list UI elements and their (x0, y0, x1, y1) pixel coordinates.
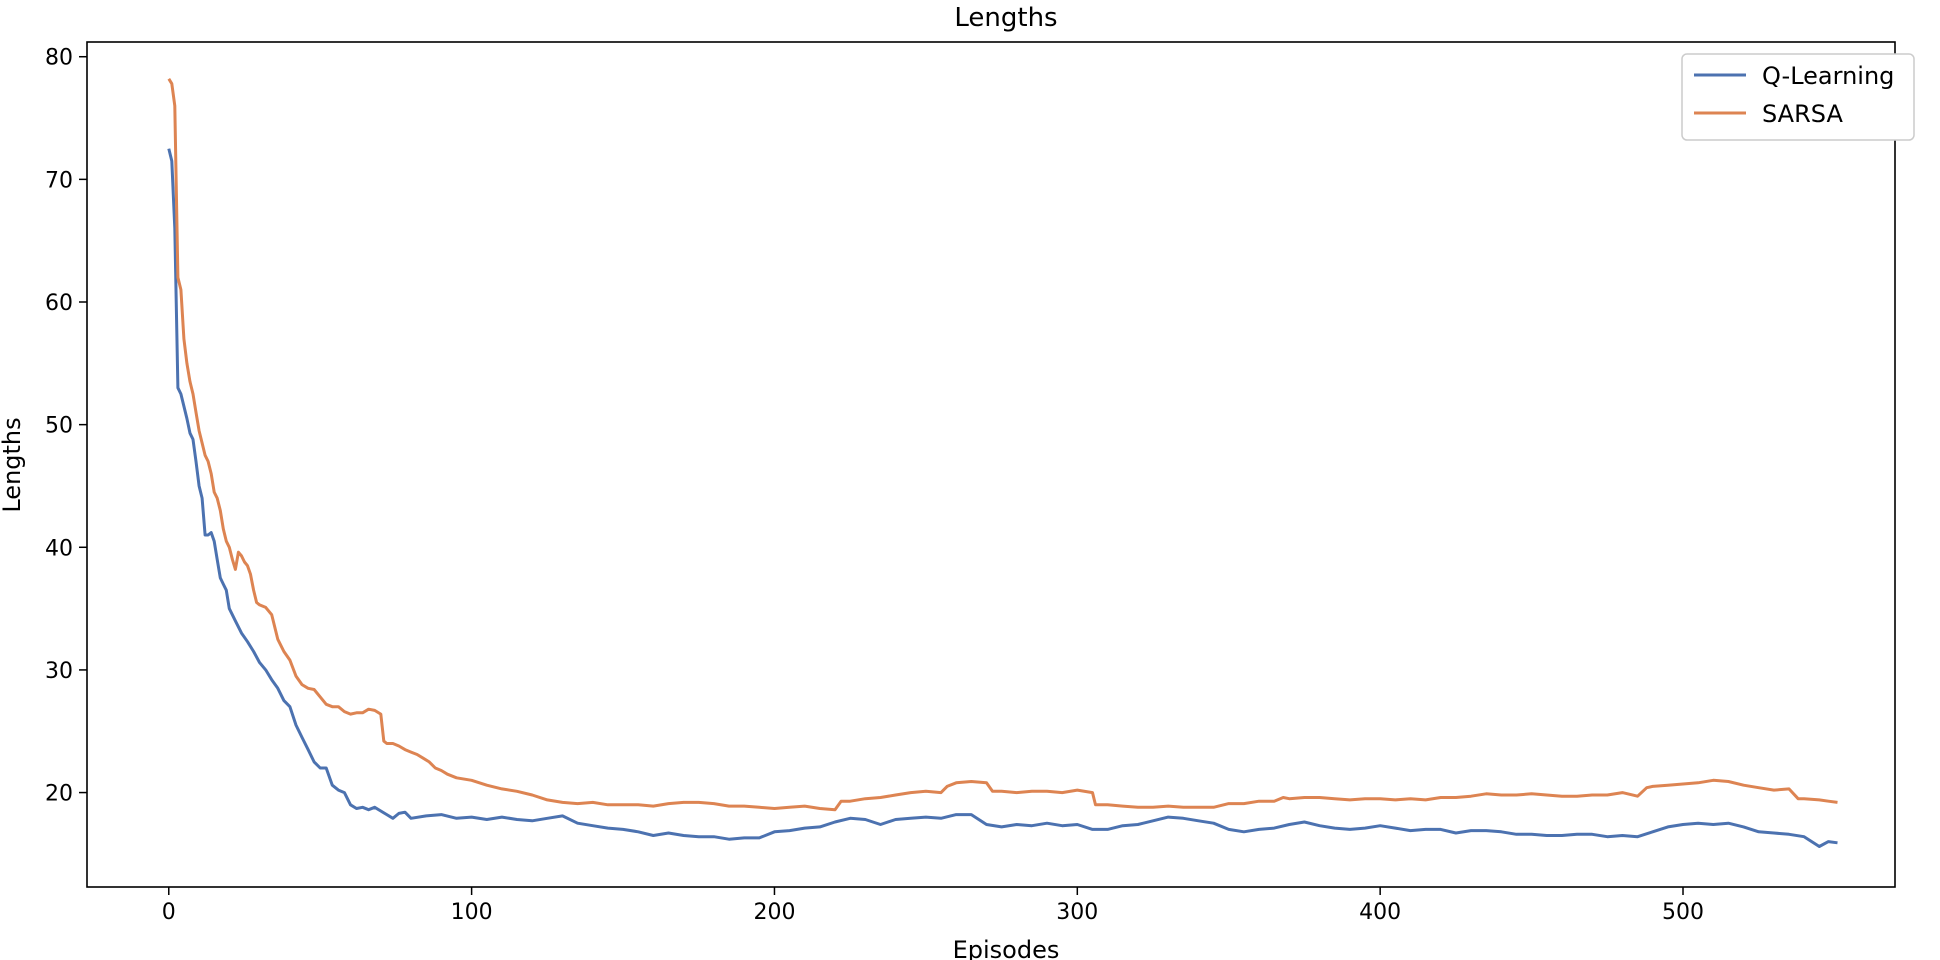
chart-title: Lengths (954, 3, 1057, 33)
series-lines (167, 78, 1838, 848)
y-tick-label: 80 (45, 46, 73, 71)
y-tick-label: 60 (45, 291, 73, 316)
x-tick-label: 200 (753, 900, 795, 925)
y-tick-label: 70 (45, 168, 73, 193)
y-tick-label: 40 (45, 536, 73, 561)
legend: Q-Learning SARSA (1681, 53, 1915, 141)
y-tick-label: 50 (45, 414, 73, 439)
x-axis-label: Episodes (953, 936, 1060, 960)
x-tick-label: 0 (162, 900, 176, 925)
y-axis-label: Lengths (0, 417, 26, 512)
x-axis: 0 100 200 300 400 500 (162, 887, 1704, 925)
x-tick-label: 100 (451, 900, 493, 925)
y-tick-label: 30 (45, 659, 73, 684)
x-tick-label: 500 (1662, 900, 1704, 925)
plot-area (86, 41, 1896, 888)
x-tick-label: 400 (1359, 900, 1401, 925)
legend-label-q-learning: Q-Learning (1762, 62, 1894, 90)
y-tick-label: 20 (45, 782, 73, 807)
series-line-q-learning (167, 148, 1838, 848)
series-line-sarsa (167, 78, 1838, 812)
x-tick-label: 300 (1056, 900, 1098, 925)
legend-label-sarsa: SARSA (1762, 100, 1843, 128)
y-axis: 20 30 40 50 60 70 80 (45, 46, 87, 807)
